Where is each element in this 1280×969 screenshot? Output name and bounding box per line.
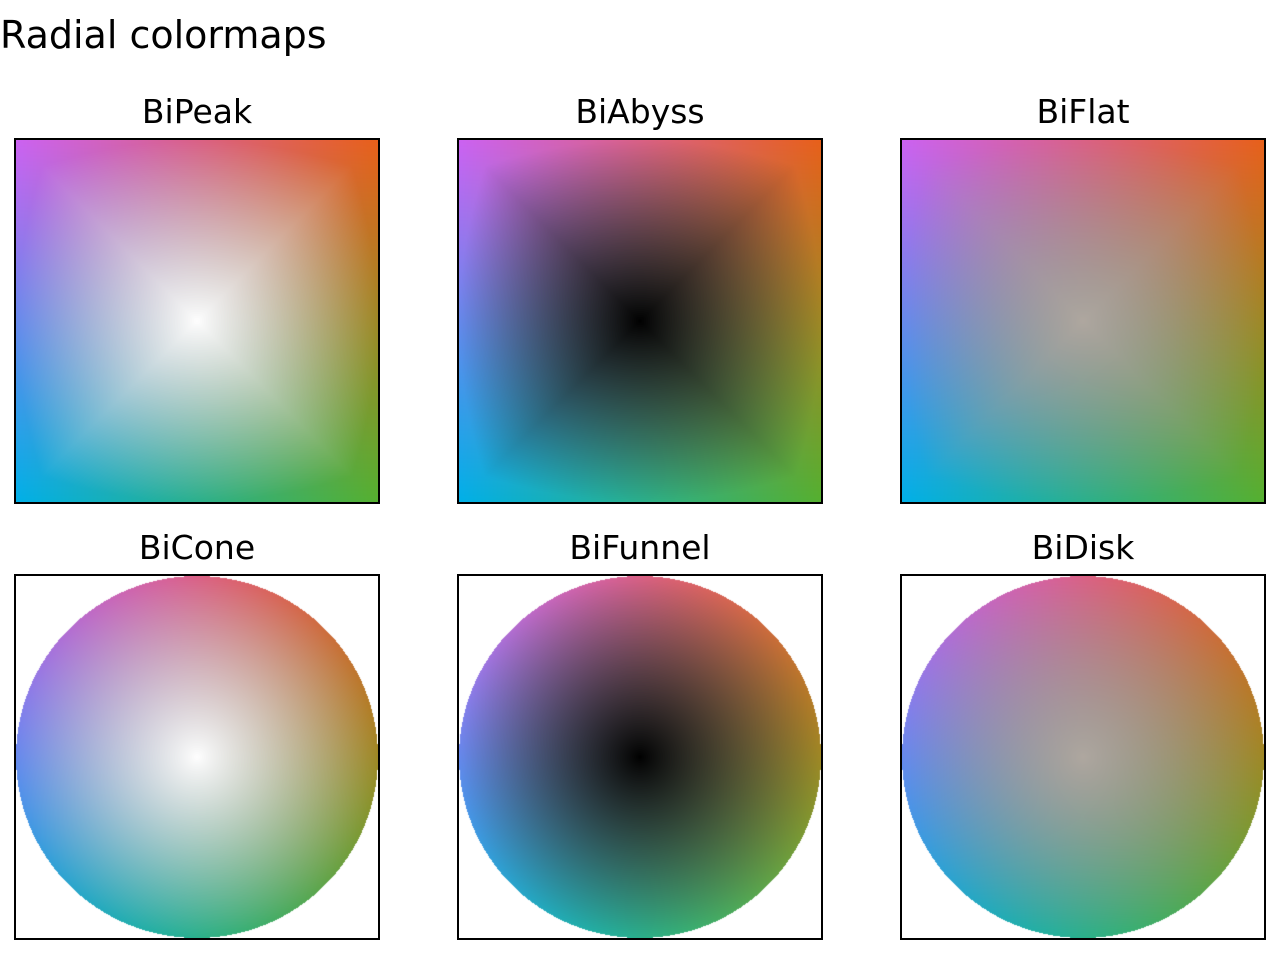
panel-biflat xyxy=(900,138,1266,504)
panel-bifunnel xyxy=(457,574,823,940)
colormap-biabyss xyxy=(459,140,821,502)
colormap-bicone xyxy=(16,576,378,938)
panel-title-bidisk: BiDisk xyxy=(1031,528,1135,567)
panel-biabyss xyxy=(457,138,823,504)
panel-bicone xyxy=(14,574,380,940)
panel-title-bicone: BiCone xyxy=(138,528,256,567)
panel-bidisk xyxy=(900,574,1266,940)
panel-title-bipeak: BiPeak xyxy=(141,92,253,131)
panel-bipeak xyxy=(14,138,380,504)
panel-title-biabyss: BiAbyss xyxy=(575,92,705,131)
colormap-bifunnel xyxy=(459,576,821,938)
figure-title: Radial colormaps xyxy=(0,13,327,57)
colormap-bidisk xyxy=(902,576,1264,938)
panel-title-bifunnel: BiFunnel xyxy=(569,528,711,567)
panel-title-biflat: BiFlat xyxy=(1036,92,1130,131)
colormap-bipeak xyxy=(16,140,378,502)
colormap-biflat xyxy=(902,140,1264,502)
